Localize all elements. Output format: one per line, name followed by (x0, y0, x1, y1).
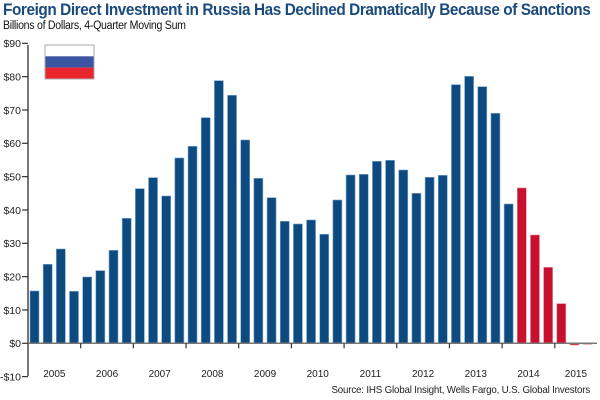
x-tick-label: 2014 (517, 369, 540, 380)
bar-pre-sanctions: 2012Q3: 49.8 (424, 177, 435, 344)
bar-pre-sanctions: 2012Q4: 50.4 (437, 175, 448, 344)
y-tick-label: $90 (3, 38, 21, 50)
bar-pre-sanctions: 2013Q4: 69 (490, 113, 501, 344)
y-tick-label: -$10 (0, 371, 21, 383)
x-axis: 2005 2006 2007 2008 2009 2010 2011 2012 2013 2014… (28, 342, 597, 380)
bar-post-sanctions: 2014Q2: 46.6 (516, 187, 527, 344)
bar-pre-sanctions: 2010Q3: 32.7 (319, 234, 330, 344)
bar-pre-sanctions: 2010Q2: 37 (306, 219, 316, 344)
bar-pre-sanctions: 2013Q1: 77.6 (451, 84, 461, 344)
x-tick-label: 2009 (254, 369, 277, 380)
bar-pre-sanctions: 2012Q1: 52 (398, 169, 409, 344)
bar-pre-sanctions: 2009Q2: 49.5 (253, 178, 264, 344)
x-tick-label: 2010 (307, 369, 330, 380)
bar-pre-sanctions: 2012Q2: 45 (411, 193, 422, 344)
y-tick-label: $40 (3, 205, 21, 217)
bar-pre-sanctions: 2006Q3: 27.9 (108, 250, 119, 344)
y-tick-label: $50 (3, 171, 21, 183)
bar-pre-sanctions: 2008Q1: 59.1 (187, 146, 198, 344)
bar-pre-sanctions: 2007Q2: 49.7 (148, 177, 158, 344)
x-tick-label: 2008 (201, 369, 224, 380)
bar-pre-sanctions: 2011Q3: 54.6 (372, 161, 382, 344)
x-tick-label: 2011 (360, 369, 382, 380)
source-note: Source: IHS Global Insight, Wells Fargo,… (331, 384, 590, 396)
y-tick-label: $60 (3, 138, 21, 150)
bar-pre-sanctions: 2009Q4: 36.6 (279, 221, 290, 344)
y-tick-label: $70 (3, 105, 21, 117)
bar-pre-sanctions: 2013Q3: 77 (477, 86, 488, 344)
bar-pre-sanctions: 2006Q4: 37.5 (121, 218, 132, 344)
bar-pre-sanctions: 2009Q1: 61 (240, 139, 251, 344)
bar-pre-sanctions: 2010Q4: 43 (332, 199, 343, 344)
bar-pre-sanctions: 2013Q2: 80.1 (464, 76, 474, 344)
bar-post-sanctions: 2014Q3: 32.5 (530, 234, 540, 344)
x-tick-label: 2006 (96, 369, 119, 380)
bar-pre-sanctions: 2011Q2: 50.7 (358, 174, 369, 344)
y-tick-label: $30 (3, 238, 21, 250)
y-axis: $90 $80 $70 $60 $50 $40 $30 $20 $10 $0 -$10 (0, 38, 29, 383)
bar-pre-sanctions: 2014Q1: 41.8 (503, 203, 514, 344)
bar-pre-sanctions: 2007Q1: 46.4 (135, 188, 145, 344)
bars: 2005Q1: 15.72005Q2: 23.72005Q3: 28.32005… (29, 76, 593, 346)
bar-pre-sanctions: 2009Q3: 43.7 (266, 197, 277, 344)
x-tick-label: 2013 (465, 369, 488, 380)
bar-pre-sanctions: 2005Q1: 15.7 (29, 290, 40, 344)
y-tick-label: $80 (3, 71, 21, 83)
chart-title: Foreign Direct Investment in Russia Has … (3, 1, 591, 19)
bar-pre-sanctions: 2008Q2: 67.7 (200, 117, 211, 344)
bar-pre-sanctions: 2010Q1: 35.8 (293, 223, 303, 344)
bar-pre-sanctions: 2007Q3: 44.2 (161, 195, 171, 344)
x-tick-label: 2015 (565, 369, 588, 380)
bar-post-sanctions: 2015Q1: 11.9 (556, 303, 567, 344)
flag-stripe-white (45, 45, 94, 57)
bar-pre-sanctions: 2006Q2: 21.8 (95, 270, 106, 344)
flag-stripe-blue (45, 56, 94, 68)
bar-pre-sanctions: 2005Q2: 23.7 (42, 264, 53, 344)
bar-pre-sanctions: 2005Q3: 28.3 (56, 248, 66, 344)
bar-pre-sanctions: 2006Q1: 19.9 (82, 276, 92, 344)
y-tick-label: $20 (3, 271, 21, 283)
bar-post-sanctions: 2014Q4: 22.8 (543, 267, 553, 344)
bar-pre-sanctions: 2005Q4: 15.6 (69, 291, 79, 344)
bar-pre-sanctions: 2008Q3: 78.8 (214, 80, 224, 344)
x-tick-label: 2005 (43, 369, 66, 380)
chart-subtitle: Billions of Dollars, 4-Quarter Moving Su… (3, 20, 186, 32)
bar-pre-sanctions: 2008Q4: 74.4 (227, 95, 237, 344)
x-tick-label: 2012 (412, 369, 435, 380)
y-tick-label: $10 (3, 305, 21, 317)
russia-flag-icon (44, 44, 95, 80)
flag-stripe-red (45, 67, 94, 79)
bar-pre-sanctions: 2011Q4: 54.9 (385, 160, 395, 344)
bar-pre-sanctions: 2007Q4: 55.6 (174, 157, 185, 344)
bar-pre-sanctions: 2011Q1: 50.5 (345, 174, 356, 344)
x-tick-label: 2007 (149, 369, 172, 380)
flag-border (44, 44, 95, 80)
y-tick-label: $0 (9, 338, 21, 350)
